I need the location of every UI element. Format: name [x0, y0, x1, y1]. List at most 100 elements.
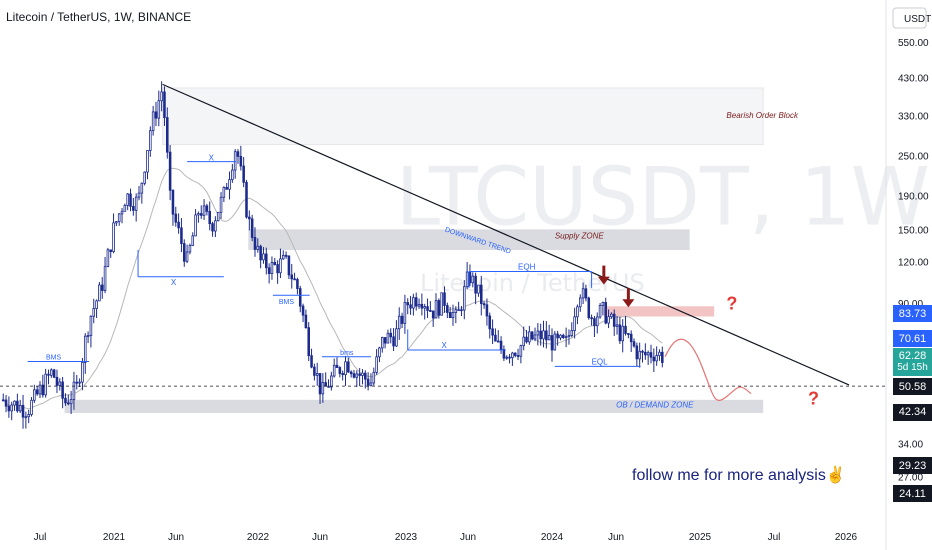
candle-body: [140, 182, 144, 194]
candle-body: [134, 196, 138, 211]
time-label-2: Jun: [168, 532, 184, 543]
red-arrow-2: [622, 288, 635, 308]
price-label-0: 550.00: [898, 38, 929, 49]
candle-body: [621, 325, 624, 342]
price-box-value: 42.34: [898, 406, 927, 419]
candle-body: [233, 151, 237, 171]
projection-curve: [664, 338, 752, 401]
candle-body: [171, 189, 175, 215]
candle-body: [448, 312, 452, 319]
price-label-6: 120.00: [898, 258, 929, 269]
candle-body: [638, 350, 641, 360]
candle-body: [364, 372, 367, 380]
candle-body: [530, 331, 534, 340]
candle-body: [1, 399, 5, 402]
candle-body: [372, 371, 376, 384]
candle-body: [485, 304, 489, 317]
candle-body: [576, 306, 579, 318]
candle-body: [256, 245, 260, 250]
candle-body: [259, 245, 262, 261]
candle-body: [267, 267, 271, 275]
candle-body: [95, 300, 98, 309]
candle-body: [556, 333, 559, 339]
question-mark-2: ?: [808, 389, 819, 409]
time-label-4: Jun: [312, 532, 328, 543]
candle-body: [443, 292, 446, 306]
candle-body: [562, 334, 565, 338]
candle-body: [519, 345, 523, 357]
candle-body: [661, 351, 664, 363]
price-label-8: 34.00: [898, 439, 923, 450]
candle-body: [607, 316, 610, 324]
candle-body: [293, 278, 296, 281]
x-label-2021: X: [171, 278, 177, 287]
candle-body: [41, 384, 45, 396]
candle-body: [587, 297, 591, 319]
eqh-label: EQH: [518, 263, 536, 272]
candle-body: [349, 371, 353, 375]
time-label-7: 2024: [541, 532, 564, 543]
candle-body: [383, 337, 387, 344]
candle-body: [324, 382, 327, 387]
candle-body: [219, 196, 223, 213]
candle-body: [50, 369, 53, 376]
candle-body: [352, 373, 356, 378]
price-label-3: 250.00: [898, 152, 929, 163]
candle-body: [451, 312, 455, 319]
candle-body: [123, 205, 127, 212]
candle-body: [92, 308, 96, 317]
candle-body: [344, 361, 347, 376]
price-box-1: 70.61: [893, 330, 932, 348]
bearish-ob-label: Bearish Order Block: [726, 111, 799, 120]
candle-body: [341, 373, 344, 376]
candle-body: [508, 356, 511, 359]
candle-body: [590, 317, 593, 320]
candle-body: [211, 223, 214, 232]
candle-body: [149, 130, 152, 151]
demand-label: OB / DEMAND ZONE: [616, 401, 694, 410]
candle-body: [239, 155, 243, 167]
candle-body: [655, 355, 658, 362]
candle-body: [318, 373, 322, 395]
candle-body: [276, 264, 279, 274]
candle-body: [154, 111, 158, 119]
candle-body: [191, 235, 195, 246]
candle-body: [185, 251, 189, 262]
candle-body: [4, 399, 8, 407]
candle-body: [146, 150, 149, 173]
candle-body: [129, 193, 132, 207]
candle-body: [570, 330, 574, 336]
candle-body: [262, 253, 265, 261]
candle-body: [646, 352, 650, 356]
currency-label: USDT: [904, 14, 931, 25]
candle-body: [624, 325, 627, 334]
candle-body: [194, 214, 197, 237]
candle-body: [454, 309, 458, 313]
candle-body: [335, 364, 339, 368]
candle-body: [18, 404, 22, 412]
candle-body: [202, 205, 206, 216]
candle-body: [355, 373, 359, 378]
candle-body: [284, 254, 288, 257]
time-label-11: 2026: [835, 532, 858, 543]
candle-body: [182, 243, 186, 262]
zones-layer: [64, 87, 764, 413]
candle-body: [21, 404, 25, 418]
candle-body: [250, 218, 254, 238]
candle-body: [197, 213, 200, 216]
candle-body: [477, 284, 480, 294]
time-label-0: Jul: [34, 532, 47, 543]
candle-body: [547, 335, 551, 341]
candle-body: [440, 292, 443, 316]
candle-body: [463, 286, 466, 311]
candle-body: [296, 279, 299, 290]
bearish-order-block-zone: [162, 87, 764, 146]
candle-body: [380, 337, 384, 349]
candle-body: [423, 306, 426, 309]
candle-body: [417, 303, 421, 307]
candle-body: [578, 297, 582, 308]
candle-body: [222, 187, 226, 198]
candle-body: [126, 193, 129, 206]
x-label-top: X: [209, 154, 215, 163]
